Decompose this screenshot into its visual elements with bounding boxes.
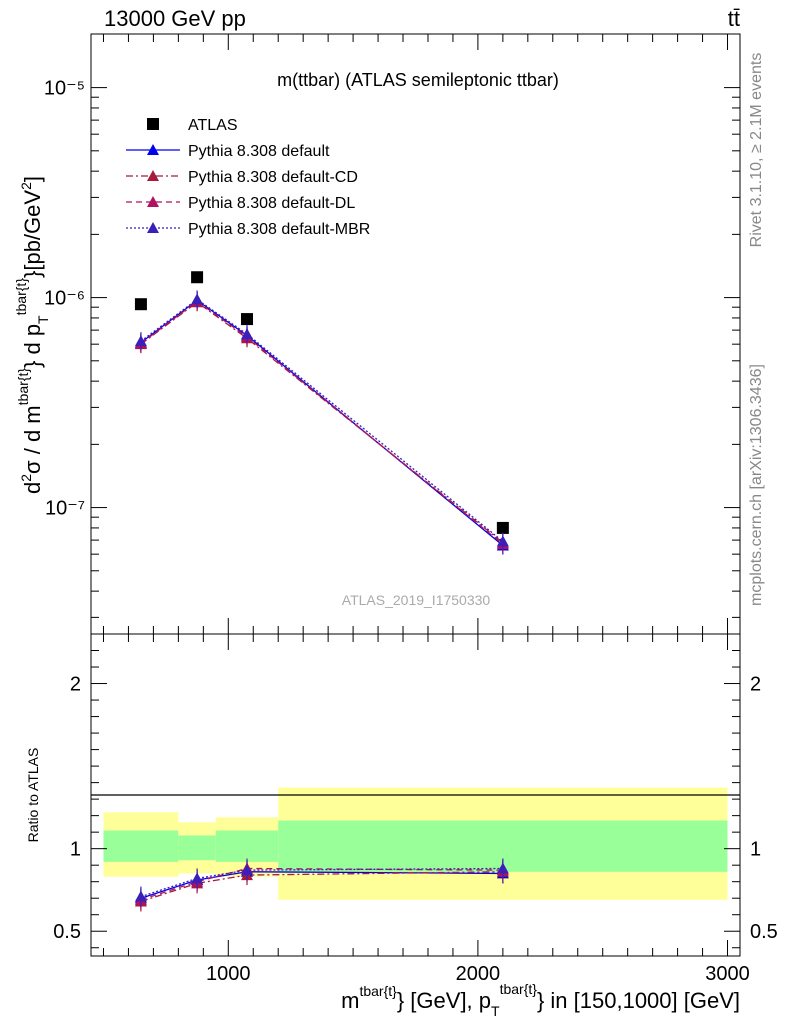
atlas-data-point xyxy=(241,313,254,326)
legend-label: Pythia 8.308 default-DL xyxy=(188,195,355,212)
svg-text:mtbar{t}} [GeV], pTtbar{t}} in: mtbar{t}} [GeV], pTtbar{t}} in [150,1000… xyxy=(341,981,740,1019)
main-panel: 10⁻⁷ 10⁻⁶ 10⁻⁵ m(ttbar) (ATLAS semileptoni… xyxy=(13,33,741,635)
ratio-y-axis-label: Ratio to ATLAS xyxy=(25,748,41,843)
atlas-data-point xyxy=(134,298,147,311)
ratio-series-marker xyxy=(496,862,509,874)
stat-uncertainty-band xyxy=(103,830,179,862)
legend-label: Pythia 8.308 default xyxy=(188,143,330,160)
stat-uncertainty-band xyxy=(178,835,216,861)
analysis-id: ATLAS_2019_I1750330 xyxy=(342,592,491,608)
x-tick-label: 1000 xyxy=(206,963,251,985)
mcplots-label: mcplots.cern.ch [arXiv:1306.3436] xyxy=(748,364,765,606)
series-line xyxy=(140,300,504,545)
series-marker xyxy=(191,293,204,305)
ratio-series-line xyxy=(140,871,503,899)
chart-title: m(ttbar) (ATLAS semileptonic ttbar) xyxy=(277,70,559,90)
series-line xyxy=(140,298,504,542)
y-tick-label: 10⁻⁷ xyxy=(45,498,85,520)
series-marker xyxy=(496,535,509,547)
y-tick-label: 2 xyxy=(70,674,81,696)
main-y-ticks: 10⁻⁷ 10⁻⁶ 10⁻⁵ xyxy=(44,78,740,618)
rivet-label: Rivet 3.1.10, ≥ 2.1M events xyxy=(748,53,765,248)
legend: ATLAS Pythia 8.308 default Pythia 8.308 de… xyxy=(126,117,370,238)
series-marker xyxy=(241,328,254,340)
atlas-data-point xyxy=(496,521,509,534)
ratio-x-ticks: 1000 2000 3000 xyxy=(102,634,750,985)
ratio-series-marker xyxy=(134,890,147,902)
x-tick-label: 2000 xyxy=(456,963,501,985)
y-tick-label: 0.5 xyxy=(750,921,778,943)
stat-uncertainty-band xyxy=(215,830,279,862)
legend-marker xyxy=(147,144,159,155)
header-left: 13000 GeV pp xyxy=(104,6,246,31)
legend-marker xyxy=(147,196,159,207)
legend-marker-atlas xyxy=(147,118,159,130)
main-x-ticks xyxy=(102,34,729,634)
legend-label: ATLAS xyxy=(188,117,238,134)
y-tick-label: 10⁻⁶ xyxy=(44,288,85,310)
legend-marker xyxy=(147,170,159,181)
header-right: tt̄ xyxy=(728,6,740,31)
x-axis-label: mtbar{t}} [GeV], pTtbar{t}} in [150,1000… xyxy=(341,981,740,1019)
series-line xyxy=(140,301,504,544)
y-tick-label: 10⁻⁵ xyxy=(44,78,85,100)
y-tick-label: 1 xyxy=(70,839,81,861)
ratio-panel: 0.5 0.5 1 1 2 2 1000 2000 3000 Ratio to ATLAS m… xyxy=(25,633,778,1019)
y-tick-label: 0.5 xyxy=(53,921,81,943)
y-tick-label: 1 xyxy=(750,839,761,861)
ratio-series-marker xyxy=(191,872,204,884)
ratio-frame xyxy=(90,633,741,957)
series-line xyxy=(140,299,504,546)
atlas-data-point xyxy=(191,271,204,284)
series-marker xyxy=(134,335,147,347)
legend-label: Pythia 8.308 default-MBR xyxy=(188,221,370,238)
legend-label: Pythia 8.308 default-CD xyxy=(188,169,358,186)
y-tick-label: 2 xyxy=(750,674,761,696)
main-y-axis-label: d2σ / d mtbar{t}} d pTtbar{t}}[pb/GeV2] xyxy=(13,176,51,494)
ratio-series xyxy=(134,858,509,912)
main-series xyxy=(134,271,509,555)
ratio-series-line xyxy=(140,867,503,901)
ratio-series-line xyxy=(140,867,503,898)
ratio-y-ticks: 0.5 0.5 1 1 2 2 xyxy=(53,650,778,949)
ratio-series-marker xyxy=(241,864,254,876)
svg-text:d2σ / d mtbar{t}} d pTtbar{t}}: d2σ / d mtbar{t}} d pTtbar{t}}[pb/GeV2] xyxy=(13,176,51,494)
x-tick-label: 3000 xyxy=(705,963,750,985)
legend-marker xyxy=(147,222,159,233)
